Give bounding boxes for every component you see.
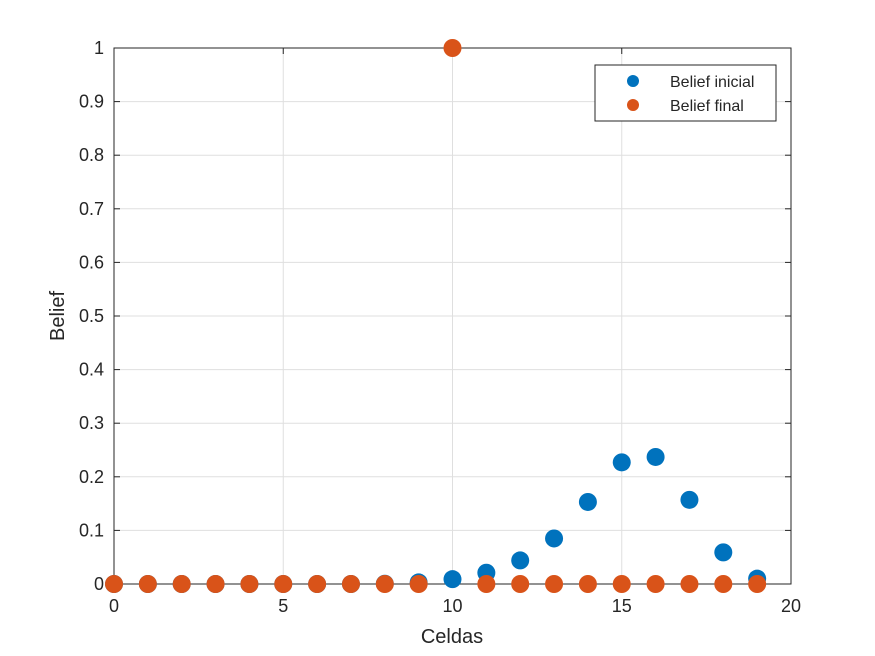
point-belief-final-6 — [308, 575, 327, 593]
x-tick-label: 15 — [612, 596, 632, 616]
y-tick-label: 0 — [94, 574, 104, 594]
y-tick-label: 0.8 — [79, 145, 104, 165]
y-tick-label: 0.2 — [79, 467, 104, 487]
point-belief-final-13 — [545, 575, 564, 593]
y-tick-label: 0.7 — [79, 199, 104, 219]
y-tick-label: 0.5 — [79, 306, 104, 326]
y-tick-label: 0.9 — [79, 92, 104, 112]
legend-label-belief-final: Belief final — [670, 98, 744, 115]
x-tick-label: 5 — [278, 596, 288, 616]
x-axis-title: Celdas — [421, 626, 483, 648]
point-belief-inicial-13 — [545, 529, 564, 548]
data-points — [105, 39, 767, 593]
y-tick-label: 0.3 — [79, 413, 104, 433]
point-belief-final-16 — [646, 575, 665, 593]
point-belief-final-8 — [375, 575, 394, 593]
point-belief-inicial-16 — [646, 447, 665, 466]
point-belief-inicial-15 — [612, 453, 631, 472]
point-belief-final-2 — [172, 575, 191, 593]
point-belief-final-19 — [748, 575, 767, 593]
point-belief-final-3 — [206, 575, 225, 593]
legend: Belief inicial Belief final — [594, 64, 777, 122]
point-belief-final-9 — [409, 575, 428, 593]
y-tick-label: 1 — [94, 38, 104, 58]
y-tick-label: 0.4 — [79, 360, 104, 380]
legend-box — [594, 64, 777, 122]
point-belief-inicial-17 — [680, 490, 699, 509]
point-belief-inicial-10 — [443, 570, 462, 589]
y-tick-label: 0.6 — [79, 252, 104, 272]
point-belief-final-12 — [511, 575, 530, 593]
point-belief-final-10 — [443, 39, 462, 57]
point-belief-final-14 — [578, 575, 597, 593]
tick-labels: 0 5 10 15 20 0 0.1 0.2 0.3 0.4 0.5 0.6 0.7 0.8 0.9 1 — [79, 38, 801, 616]
point-belief-final-4 — [240, 575, 259, 593]
point-belief-final-0 — [105, 575, 123, 593]
y-tick-label: 0.1 — [79, 520, 104, 540]
x-tick-label: 10 — [442, 596, 462, 616]
point-belief-final-5 — [274, 575, 293, 593]
legend-label-belief-inicial: Belief inicial — [670, 74, 754, 91]
point-belief-final-18 — [714, 575, 733, 593]
point-belief-final-17 — [680, 575, 699, 593]
point-belief-inicial-12 — [511, 551, 530, 570]
x-tick-label: 0 — [109, 596, 119, 616]
legend-marker-belief-final — [627, 99, 639, 111]
point-belief-final-11 — [477, 575, 496, 593]
x-tick-label: 20 — [781, 596, 801, 616]
point-belief-final-7 — [341, 575, 360, 593]
point-belief-final-15 — [612, 575, 631, 593]
legend-marker-belief-inicial — [627, 75, 639, 87]
point-belief-final-1 — [138, 575, 157, 593]
grid — [114, 48, 791, 584]
point-belief-inicial-18 — [714, 543, 733, 562]
point-belief-inicial-14 — [578, 492, 597, 511]
y-axis-title: Belief — [47, 291, 69, 341]
